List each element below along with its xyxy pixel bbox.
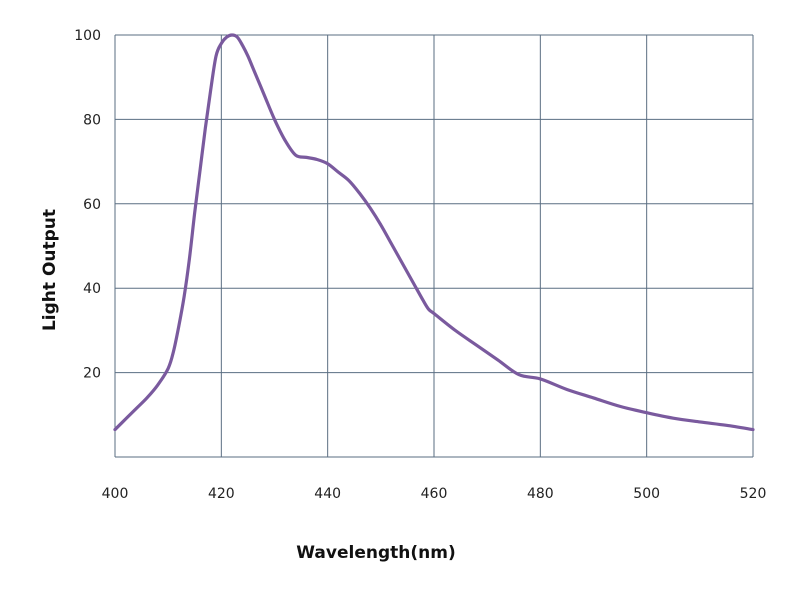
- y-tick-label-60: 60: [83, 197, 101, 213]
- x-tick-label-440: 440: [314, 486, 341, 502]
- y-tick-label-40: 40: [83, 281, 101, 297]
- y-tick-label-20: 20: [83, 366, 101, 382]
- series-line-0: [113, 33, 755, 432]
- x-axis-label: Wavelength(nm): [296, 543, 455, 563]
- x-tick-label-400: 400: [102, 486, 129, 502]
- x-tick-label-420: 420: [208, 486, 235, 502]
- y-tick-label-100: 100: [74, 28, 101, 44]
- series-layer: [113, 33, 755, 432]
- x-tick-label-500: 500: [633, 486, 660, 502]
- y-tick-label-80: 80: [83, 112, 101, 128]
- grid: [114, 34, 754, 458]
- x-tick-label-520: 520: [740, 486, 767, 502]
- x-tick-label-460: 460: [421, 486, 448, 502]
- x-tick-label-480: 480: [527, 486, 554, 502]
- tick-labels: 400 420 440 460 480 500 520 20 40 60 80 100: [74, 28, 766, 502]
- y-axis-label: Light Output: [40, 209, 60, 331]
